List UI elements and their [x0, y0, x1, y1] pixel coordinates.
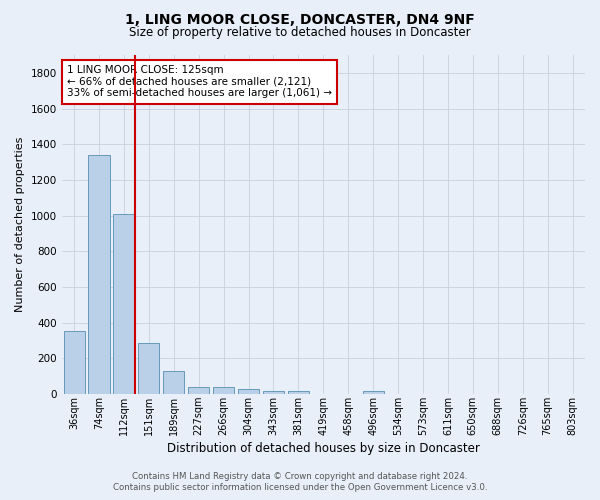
- Bar: [138, 344, 160, 394]
- Bar: [288, 391, 309, 394]
- Bar: [263, 390, 284, 394]
- Bar: [88, 155, 110, 394]
- Text: Contains HM Land Registry data © Crown copyright and database right 2024.
Contai: Contains HM Land Registry data © Crown c…: [113, 472, 487, 492]
- Y-axis label: Number of detached properties: Number of detached properties: [15, 137, 25, 312]
- Text: Size of property relative to detached houses in Doncaster: Size of property relative to detached ho…: [129, 26, 471, 39]
- Bar: [213, 386, 234, 394]
- Bar: [188, 386, 209, 394]
- Text: 1, LING MOOR CLOSE, DONCASTER, DN4 9NF: 1, LING MOOR CLOSE, DONCASTER, DN4 9NF: [125, 12, 475, 26]
- Bar: [163, 371, 184, 394]
- Bar: [113, 214, 134, 394]
- Bar: [238, 389, 259, 394]
- Bar: [64, 331, 85, 394]
- X-axis label: Distribution of detached houses by size in Doncaster: Distribution of detached houses by size …: [167, 442, 480, 455]
- Text: 1 LING MOOR CLOSE: 125sqm
← 66% of detached houses are smaller (2,121)
33% of se: 1 LING MOOR CLOSE: 125sqm ← 66% of detac…: [67, 65, 332, 98]
- Bar: [362, 390, 384, 394]
